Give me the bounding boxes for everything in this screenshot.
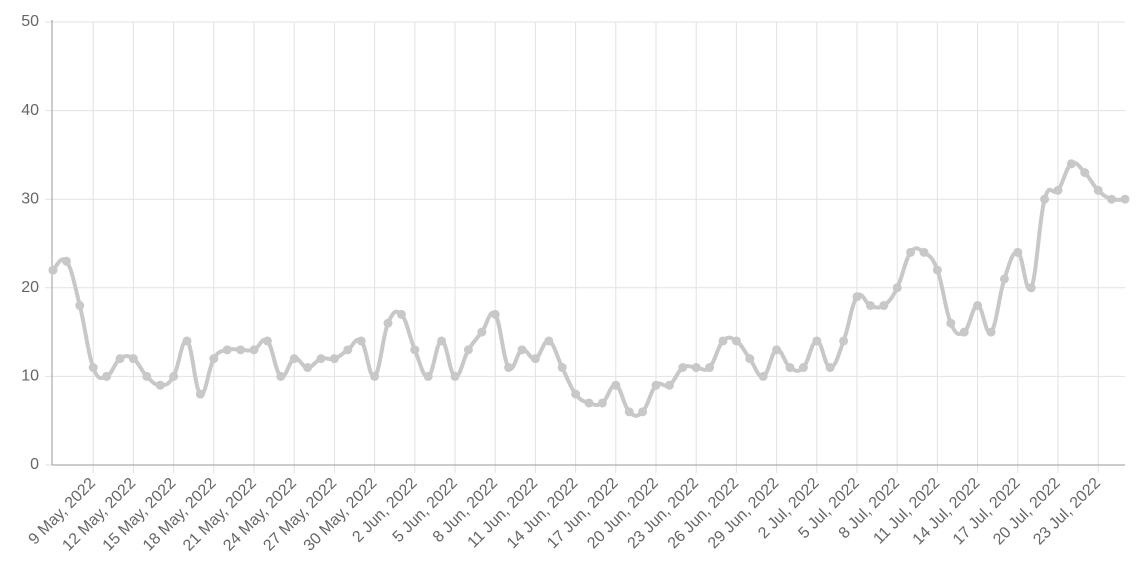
data-point: [1013, 247, 1023, 257]
data-point: [490, 309, 500, 319]
data-point: [410, 345, 420, 355]
data-point: [571, 389, 581, 399]
data-point: [785, 363, 795, 373]
data-point: [852, 292, 862, 302]
data-point: [1107, 194, 1117, 204]
y-tick-label: 0: [30, 456, 39, 473]
data-point: [879, 301, 889, 311]
data-point: [396, 309, 406, 319]
data-point: [731, 336, 741, 346]
data-point: [544, 336, 554, 346]
data-point: [115, 354, 125, 364]
data-point: [624, 407, 634, 417]
data-point: [1040, 194, 1050, 204]
data-point: [128, 354, 138, 364]
data-point: [825, 363, 835, 373]
data-point: [437, 336, 447, 346]
data-point: [182, 336, 192, 346]
data-point: [463, 345, 473, 355]
data-point: [343, 345, 353, 355]
y-tick-label: 30: [21, 190, 39, 207]
data-point: [61, 256, 71, 266]
data-point: [249, 345, 259, 355]
data-point: [169, 371, 179, 381]
data-point: [1093, 185, 1103, 195]
data-point: [705, 363, 715, 373]
data-point: [932, 265, 942, 275]
data-point: [584, 398, 594, 408]
data-point: [102, 371, 112, 381]
data-point: [1120, 194, 1130, 204]
data-point: [557, 363, 567, 373]
data-point: [919, 247, 929, 257]
data-point: [530, 354, 540, 364]
data-point: [209, 354, 219, 364]
data-point: [973, 301, 983, 311]
data-point: [812, 336, 822, 346]
data-point: [262, 336, 272, 346]
y-tick-label: 20: [21, 279, 39, 296]
data-point: [597, 398, 607, 408]
data-point: [1080, 168, 1090, 178]
data-point: [959, 327, 969, 337]
data-point: [839, 336, 849, 346]
y-tick-label: 50: [21, 13, 39, 30]
data-point: [691, 363, 701, 373]
data-point: [946, 318, 956, 328]
data-point: [329, 354, 339, 364]
data-point: [892, 283, 902, 293]
data-point: [155, 380, 165, 390]
data-point: [222, 345, 232, 355]
data-point: [504, 363, 514, 373]
data-point: [316, 354, 326, 364]
data-point: [745, 354, 755, 364]
data-point: [664, 380, 674, 390]
data-point: [289, 354, 299, 364]
data-point: [195, 389, 205, 399]
y-tick-label: 10: [21, 368, 39, 385]
data-point: [1066, 159, 1076, 169]
data-point: [517, 345, 527, 355]
data-point: [906, 247, 916, 257]
data-point: [758, 371, 768, 381]
data-point: [678, 363, 688, 373]
data-point: [356, 336, 366, 346]
data-point: [477, 327, 487, 337]
data-point: [651, 380, 661, 390]
data-point: [88, 363, 98, 373]
y-tick-label: 40: [21, 102, 39, 119]
data-point: [798, 363, 808, 373]
data-point: [638, 407, 648, 417]
data-point: [370, 371, 380, 381]
data-point: [423, 371, 433, 381]
data-point: [236, 345, 246, 355]
data-point: [1053, 185, 1063, 195]
data-point: [865, 301, 875, 311]
data-point: [986, 327, 996, 337]
data-point: [303, 363, 313, 373]
data-point: [450, 371, 460, 381]
data-point: [611, 380, 621, 390]
data-point: [718, 336, 728, 346]
data-point: [1026, 283, 1036, 293]
data-point: [48, 265, 58, 275]
data-point: [999, 274, 1009, 284]
data-point: [75, 301, 85, 311]
data-point: [276, 371, 286, 381]
data-point: [142, 371, 152, 381]
data-point: [383, 318, 393, 328]
data-point: [772, 345, 782, 355]
